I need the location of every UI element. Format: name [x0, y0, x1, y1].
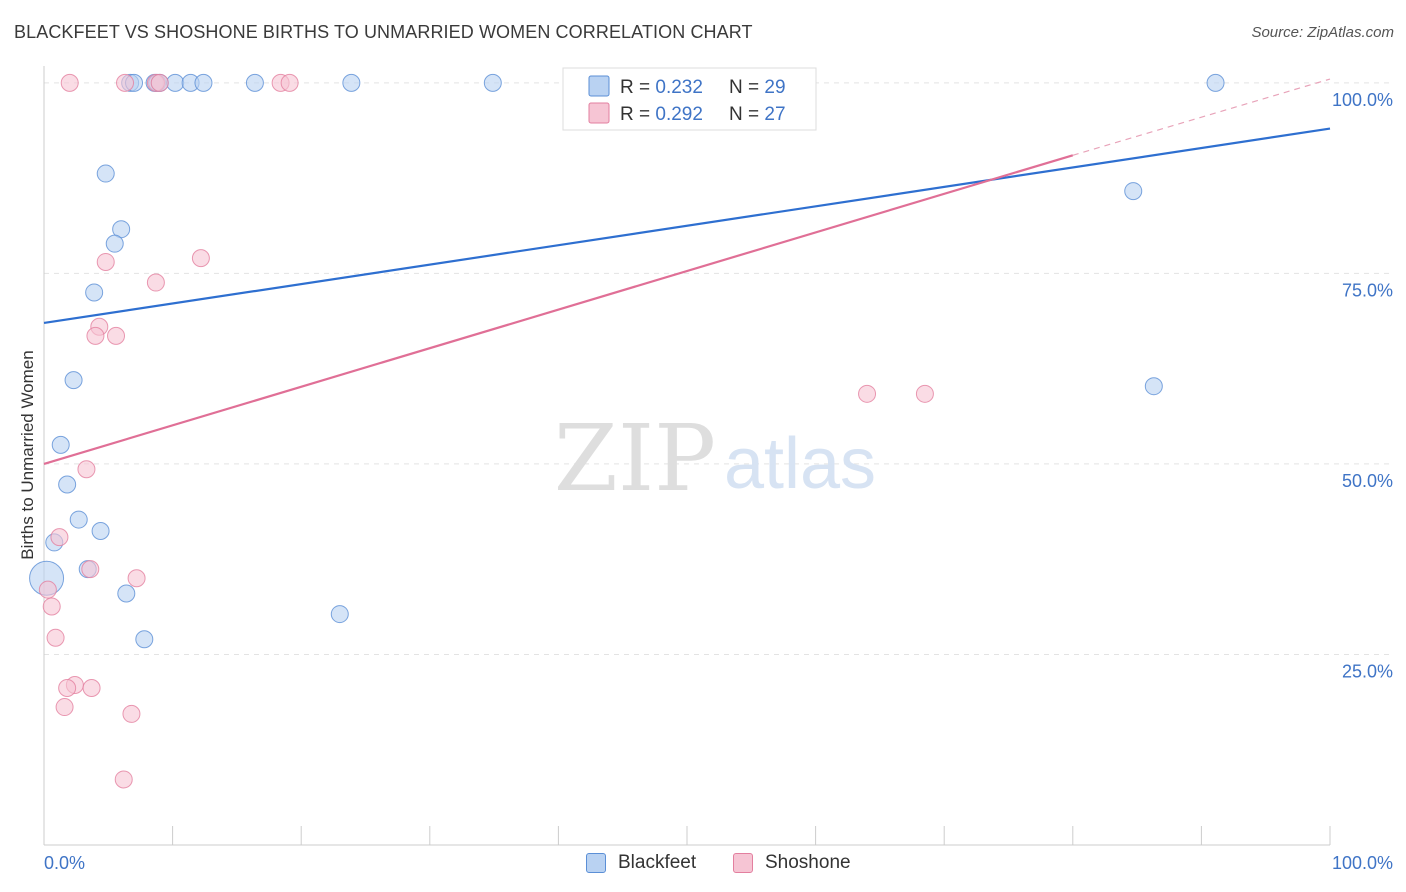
point-shoshone-10: [86, 326, 105, 345]
legend-r-label-2: R =: [620, 104, 655, 125]
legend-n-value-blackfeet: 29: [764, 77, 785, 98]
point-blackfeet-26: [117, 584, 136, 603]
point-blackfeet-11: [1206, 73, 1225, 92]
x-tick-label-right: 100.0%: [1332, 853, 1393, 873]
y-tick-labels: 25.0% 50.0% 75.0% 100.0%: [1332, 90, 1393, 682]
point-blackfeet-8: [245, 73, 264, 92]
point-shoshone-5: [280, 73, 299, 92]
legend-r-row-2: R = 0.292: [620, 104, 703, 125]
point-shoshone-12: [858, 384, 877, 403]
legend-r-label-1: R =: [620, 77, 655, 98]
point-blackfeet-12: [96, 164, 115, 183]
legend-n-label-2: N =: [729, 104, 764, 125]
trend-line-shoshone: [43, 154, 1074, 465]
gridlines: [44, 82, 1393, 655]
legend-swatch-shoshone-bottom: [733, 853, 753, 873]
point-shoshone-26: [114, 770, 133, 789]
legend-n-row-2: N = 27: [729, 104, 786, 125]
point-shoshone-14: [77, 460, 96, 479]
point-shoshone-19: [42, 597, 61, 616]
legend-r-value-shoshone: 0.292: [655, 104, 703, 125]
legend-r-row-1: R = 0.232: [620, 77, 703, 98]
chart-title: BLACKFEET VS SHOSHONE BIRTHS TO UNMARRIE…: [14, 22, 753, 42]
watermark-zip: ZIP: [554, 405, 716, 512]
x-tick-labels: 0.0% 100.0%: [44, 853, 1393, 873]
point-blackfeet-20: [58, 475, 77, 494]
stats-legend: R = 0.232 N = 29 R = 0.292 N = 27: [562, 67, 817, 131]
point-shoshone-7: [191, 249, 210, 268]
watermark-atlas: atlas: [724, 424, 876, 504]
trend-line-shoshone-extension: [1072, 78, 1331, 156]
point-blackfeet-14: [105, 234, 124, 253]
point-shoshone-11: [107, 326, 126, 345]
point-shoshone-22: [58, 679, 77, 697]
watermark: ZIP atlas: [554, 405, 876, 512]
trend-line-blackfeet: [43, 127, 1331, 325]
axes: [43, 66, 1331, 846]
point-blackfeet-21: [69, 510, 88, 529]
series-legend: Blackfeet Shoshone: [0, 852, 1406, 878]
legend-n-value-shoshone: 27: [764, 104, 785, 125]
point-blackfeet-22: [91, 522, 110, 540]
point-shoshone-6: [96, 252, 115, 271]
data-points: [29, 73, 1225, 789]
point-shoshone-1: [116, 73, 135, 92]
point-shoshone-25: [122, 704, 141, 723]
legend-n-label-1: N =: [729, 77, 764, 98]
legend-label-blackfeet: Blackfeet: [618, 852, 697, 873]
point-shoshone-18: [38, 580, 57, 599]
legend-item-shoshone: Shoshone: [733, 852, 851, 874]
y-tick-label-0: 25.0%: [1342, 661, 1393, 681]
point-shoshone-16: [81, 560, 100, 579]
legend-n-row-1: N = 29: [729, 77, 786, 98]
y-tick-label-3: 100.0%: [1332, 90, 1393, 110]
point-blackfeet-9: [342, 73, 361, 92]
point-blackfeet-5: [166, 73, 185, 92]
y-tick-label-1: 50.0%: [1342, 471, 1393, 491]
point-shoshone-13: [915, 384, 934, 403]
legend-swatch-shoshone: [588, 102, 610, 124]
source-credit: Source: ZipAtlas.com: [1251, 24, 1394, 41]
legend-swatch-blackfeet: [588, 75, 610, 97]
point-shoshone-24: [55, 698, 74, 717]
trend-lines: [43, 78, 1331, 465]
point-shoshone-0: [60, 73, 79, 92]
y-tick-label-2: 75.0%: [1342, 280, 1393, 300]
x-tick-label-left: 0.0%: [44, 853, 85, 873]
point-shoshone-20: [46, 628, 65, 647]
point-blackfeet-28: [135, 630, 154, 649]
point-shoshone-3: [150, 73, 169, 92]
point-shoshone-15: [50, 528, 69, 547]
point-blackfeet-15: [1124, 182, 1143, 201]
legend-label-shoshone: Shoshone: [765, 852, 851, 873]
legend-swatch-blackfeet-bottom: [586, 853, 606, 873]
point-blackfeet-7: [194, 73, 213, 92]
point-blackfeet-18: [51, 435, 70, 454]
point-blackfeet-16: [85, 283, 104, 302]
point-blackfeet-19: [1144, 377, 1163, 396]
point-shoshone-17: [127, 569, 146, 588]
point-blackfeet-17: [64, 371, 83, 390]
point-blackfeet-27: [330, 605, 349, 624]
point-shoshone-23: [82, 679, 101, 697]
legend-item-blackfeet: Blackfeet: [586, 852, 696, 874]
point-shoshone-8: [146, 273, 165, 292]
point-blackfeet-10: [483, 73, 502, 92]
legend-r-value-blackfeet: 0.232: [655, 77, 703, 98]
